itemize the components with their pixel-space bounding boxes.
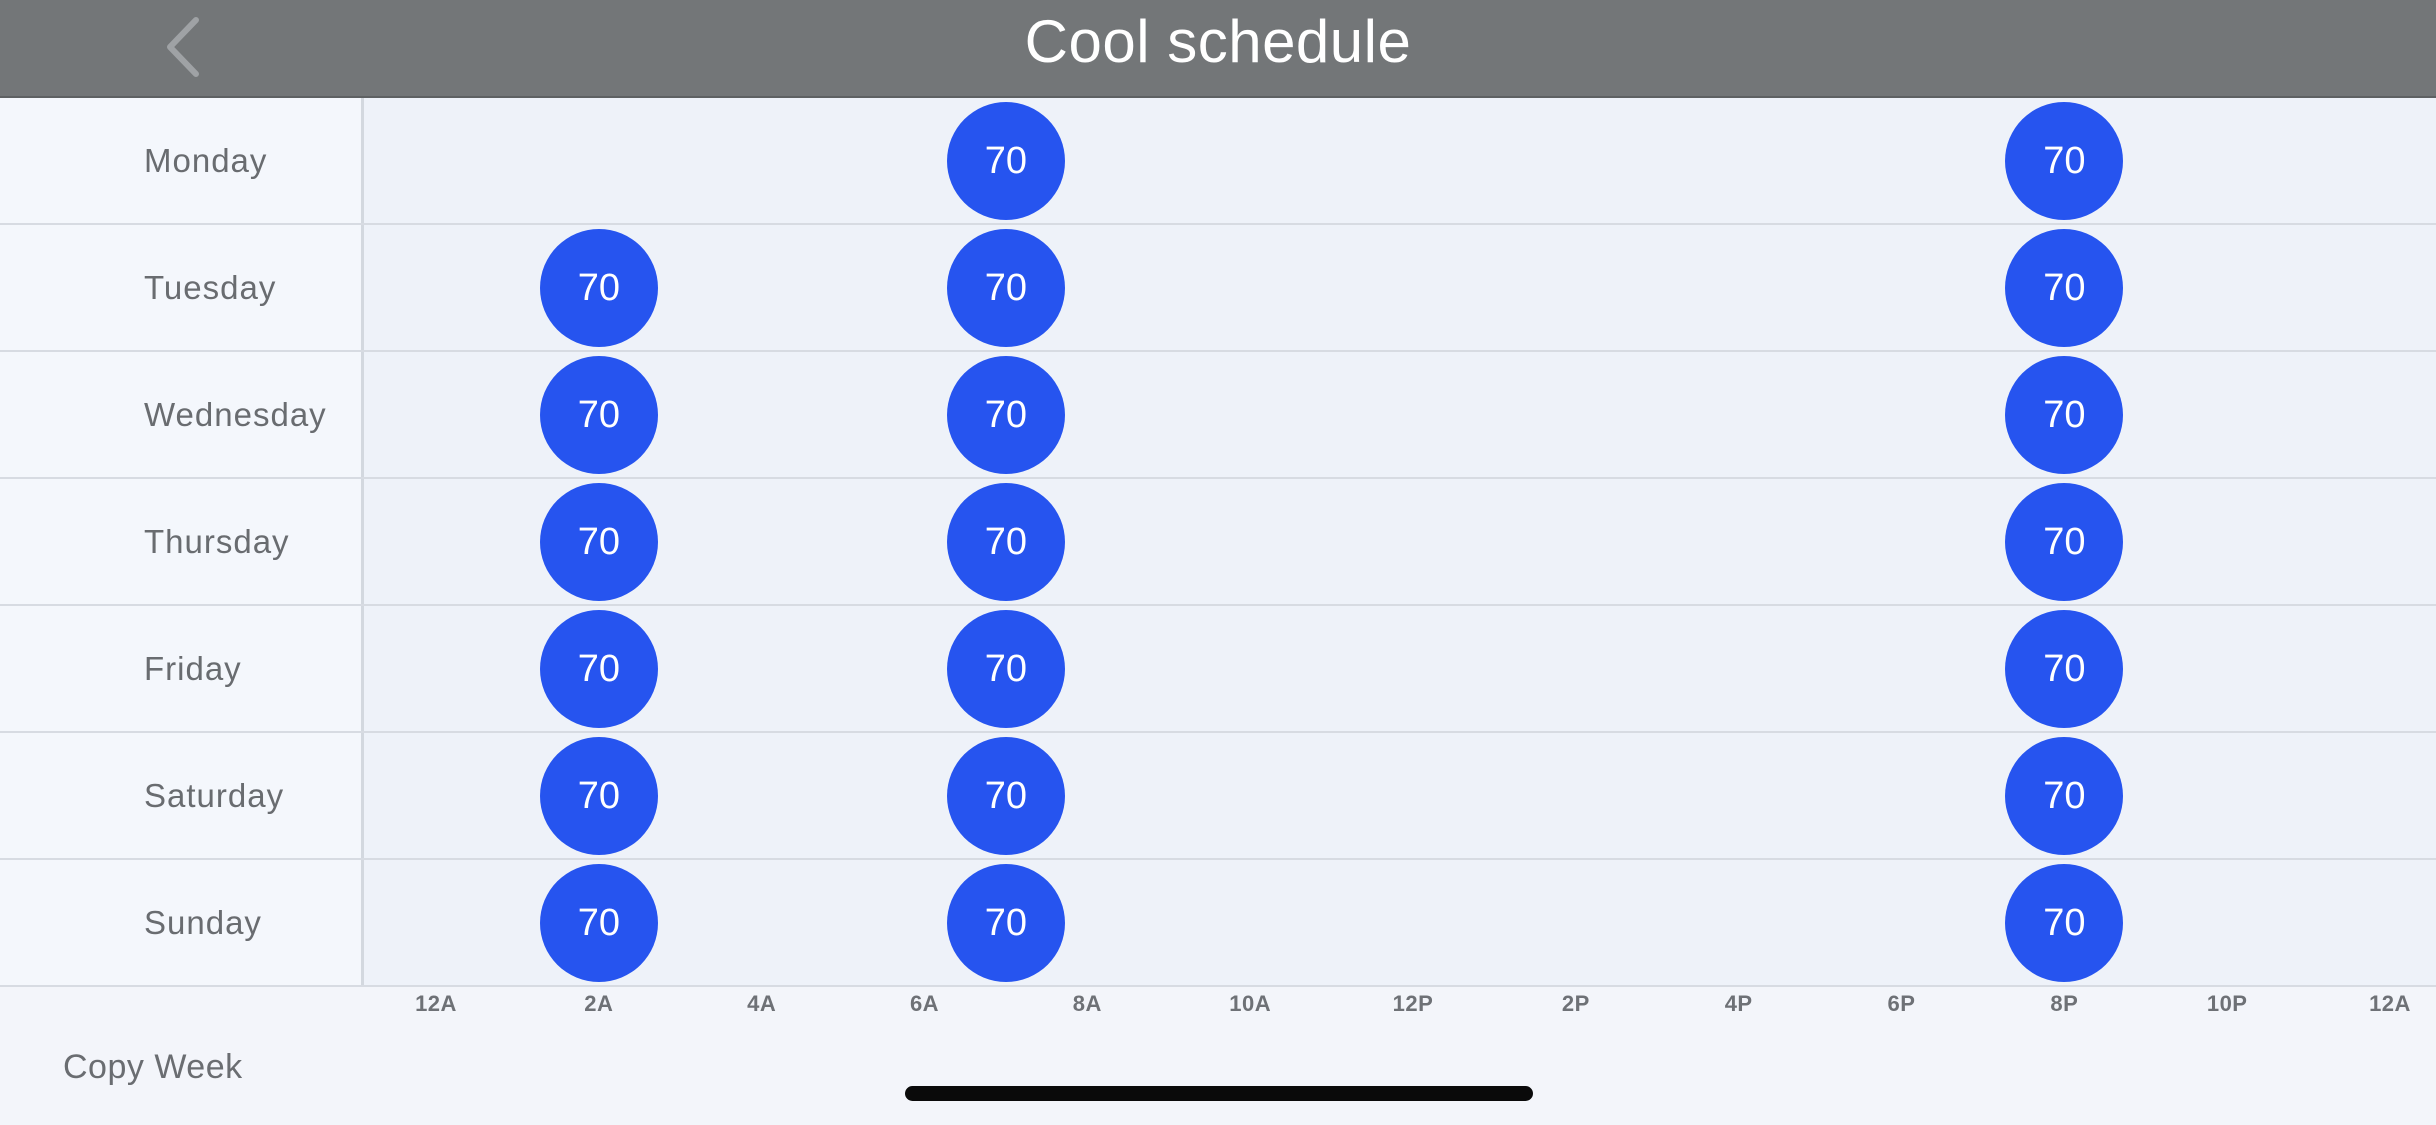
time-axis-label: 6P	[1887, 991, 1916, 1016]
setpoint-marker[interactable]: 70	[946, 609, 1065, 728]
setpoint-marker[interactable]: 70	[2005, 609, 2124, 728]
schedule-grid: Monday 70 70 Tuesday 70 70 70 Wednesday 70 70 70 Th…	[0, 98, 2436, 987]
day-label: Wednesday	[0, 352, 364, 477]
back-button[interactable]	[150, 14, 220, 80]
day-label: Monday	[0, 98, 364, 223]
day-label: Sunday	[0, 860, 364, 985]
header-bar: Cool schedule	[0, 0, 2436, 98]
time-axis-label: 12A	[415, 991, 457, 1016]
day-timeline[interactable]: 70 70 70	[364, 479, 2436, 604]
setpoint-marker[interactable]: 70	[946, 355, 1065, 474]
time-axis-label: 4P	[1724, 991, 1753, 1016]
setpoint-marker[interactable]: 70	[946, 101, 1065, 220]
copy-week-button[interactable]: Copy Week	[63, 1048, 243, 1086]
schedule-row-tuesday: Tuesday 70 70 70	[0, 225, 2436, 352]
setpoint-marker[interactable]: 70	[946, 736, 1065, 855]
time-axis-label: 6A	[909, 991, 940, 1016]
schedule-row-wednesday: Wednesday 70 70 70	[0, 352, 2436, 479]
schedule-row-thursday: Thursday 70 70 70	[0, 479, 2436, 606]
time-axis-label: 10P	[2206, 991, 2248, 1016]
setpoint-marker[interactable]: 70	[539, 863, 658, 982]
setpoint-marker[interactable]: 70	[539, 482, 658, 601]
page-title: Cool schedule	[1024, 8, 1412, 75]
setpoint-marker[interactable]: 70	[946, 863, 1065, 982]
day-timeline[interactable]: 70 70 70	[364, 225, 2436, 350]
setpoint-marker[interactable]: 70	[2005, 101, 2124, 220]
day-timeline[interactable]: 70 70 70	[364, 860, 2436, 985]
day-label: Tuesday	[0, 225, 364, 350]
day-label: Friday	[0, 606, 364, 731]
time-axis-label: 8P	[2050, 991, 2079, 1016]
day-timeline[interactable]: 70 70 70	[364, 352, 2436, 477]
setpoint-marker[interactable]: 70	[2005, 736, 2124, 855]
setpoint-marker[interactable]: 70	[2005, 228, 2124, 347]
setpoint-marker[interactable]: 70	[539, 736, 658, 855]
schedule-row-sunday: Sunday 70 70 70	[0, 860, 2436, 987]
day-timeline[interactable]: 70 70 70	[364, 606, 2436, 731]
setpoint-marker[interactable]: 70	[946, 228, 1065, 347]
time-axis-label: 4A	[747, 991, 777, 1016]
setpoint-marker[interactable]: 70	[2005, 355, 2124, 474]
setpoint-marker[interactable]: 70	[946, 482, 1065, 601]
setpoint-marker[interactable]: 70	[2005, 482, 2124, 601]
time-axis-label: 2P	[1561, 991, 1590, 1016]
schedule-row-saturday: Saturday 70 70 70	[0, 733, 2436, 860]
day-timeline[interactable]: 70 70 70	[364, 733, 2436, 858]
day-label: Thursday	[0, 479, 364, 604]
time-axis-label: 8A	[1072, 991, 1102, 1016]
time-axis-label: 12A	[2369, 991, 2411, 1016]
time-axis-label: 12P	[1392, 991, 1434, 1016]
setpoint-marker[interactable]: 70	[539, 609, 658, 728]
setpoint-marker[interactable]: 70	[539, 355, 658, 474]
setpoint-marker[interactable]: 70	[2005, 863, 2124, 982]
time-axis-label: 2A	[584, 991, 614, 1016]
time-axis-label: 10A	[1229, 991, 1272, 1016]
schedule-row-friday: Friday 70 70 70	[0, 606, 2436, 733]
home-indicator	[905, 1086, 1533, 1101]
chevron-left-icon	[167, 17, 199, 77]
day-label: Saturday	[0, 733, 364, 858]
schedule-row-monday: Monday 70 70	[0, 98, 2436, 225]
time-axis: 12A 2A 4A 6A 8A 10A 12P 2P 4P 6P 8P 10P 12A	[0, 983, 2436, 1033]
setpoint-marker[interactable]: 70	[539, 228, 658, 347]
day-timeline[interactable]: 70 70	[364, 98, 2436, 223]
